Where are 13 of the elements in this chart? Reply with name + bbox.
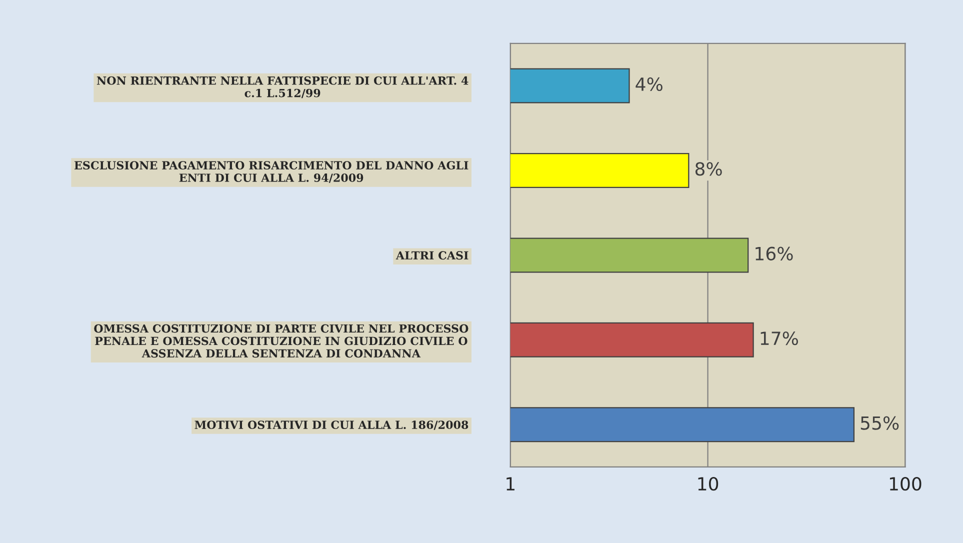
data-label: 8% (695, 162, 722, 176)
x-tick-label: 100 (890, 477, 922, 491)
data-label: 4% (636, 77, 662, 92)
y-tick-label: ALTRI CASI (396, 251, 468, 260)
data-label: 16% (756, 246, 793, 260)
data-label: 55% (860, 416, 899, 430)
x-tick-label: 10 (698, 477, 718, 491)
y-tick-label: MOTIVI OSTATIVI DI CUI ALLA L. 186/2008 (194, 420, 468, 430)
y-tick-label: ESCLUSIONE PAGAMENTO RISARCIMENTO DEL DANNO AGLI ENTI DI CUI ALLA L. 94/2009 (74, 161, 468, 183)
y-tick-label: NON RIENTRANTE NELLA FATTISPECIE DI CUI ALL'ART. 4 c.1 L.512/99 (96, 76, 468, 98)
y-tick-label: OMESSA COSTITUZIONE DI PARTE CIVILE NEL PROCESSO PENALE E OMESSA COSTITUZIONE IN GIUDIZIO CIVILE O ASSENZA DELLA SENTENZA DI CONDANNA (94, 324, 468, 358)
x-tick-label: 1 (506, 477, 514, 490)
data-label: 17% (760, 332, 798, 346)
